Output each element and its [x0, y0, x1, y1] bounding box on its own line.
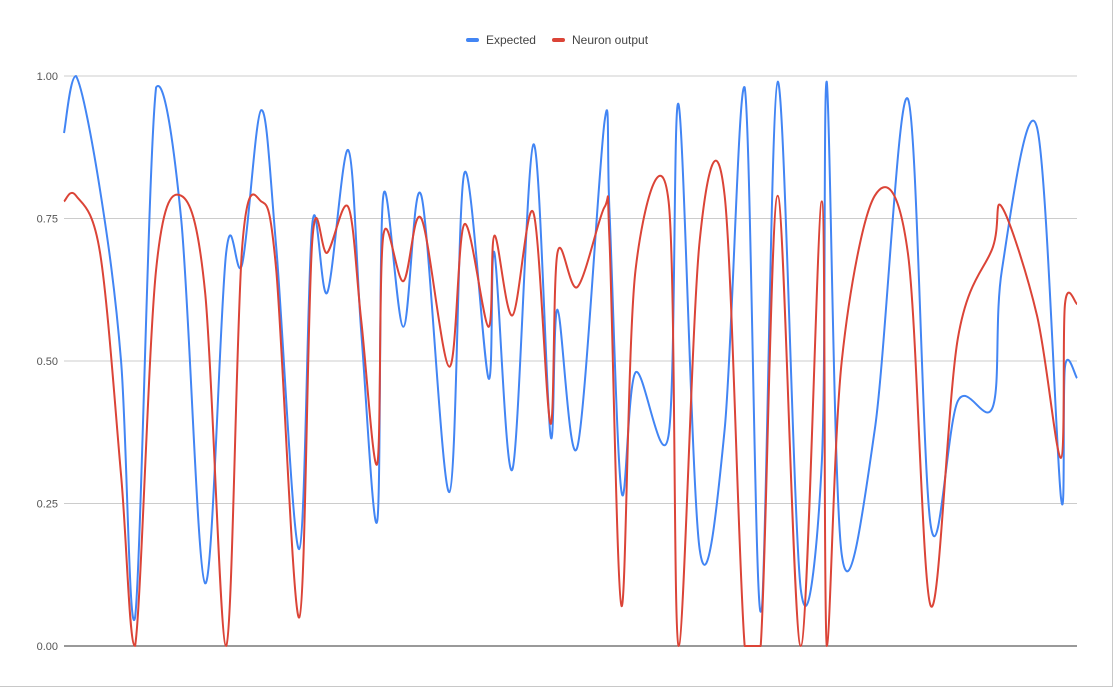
- legend: Expected Neuron output: [0, 33, 1114, 47]
- legend-label-neuron-output: Neuron output: [571, 33, 649, 47]
- legend-swatch-expected: [465, 38, 479, 42]
- y-tick-label: 0.75: [37, 214, 58, 226]
- y-tick-label: 0.25: [37, 499, 58, 511]
- series-line-expected[interactable]: [63, 75, 1078, 622]
- y-tick-label: 0.50: [37, 356, 58, 368]
- y-tick-label: 0.00: [37, 641, 58, 653]
- legend-item-expected[interactable]: Expected: [465, 33, 536, 47]
- series-line-neuron-output[interactable]: [63, 159, 1078, 647]
- y-tick-label: 1.00: [37, 71, 58, 83]
- legend-label-expected: Expected: [485, 33, 536, 47]
- legend-item-neuron-output[interactable]: Neuron output: [551, 33, 649, 47]
- legend-swatch-neuron-output: [551, 38, 565, 42]
